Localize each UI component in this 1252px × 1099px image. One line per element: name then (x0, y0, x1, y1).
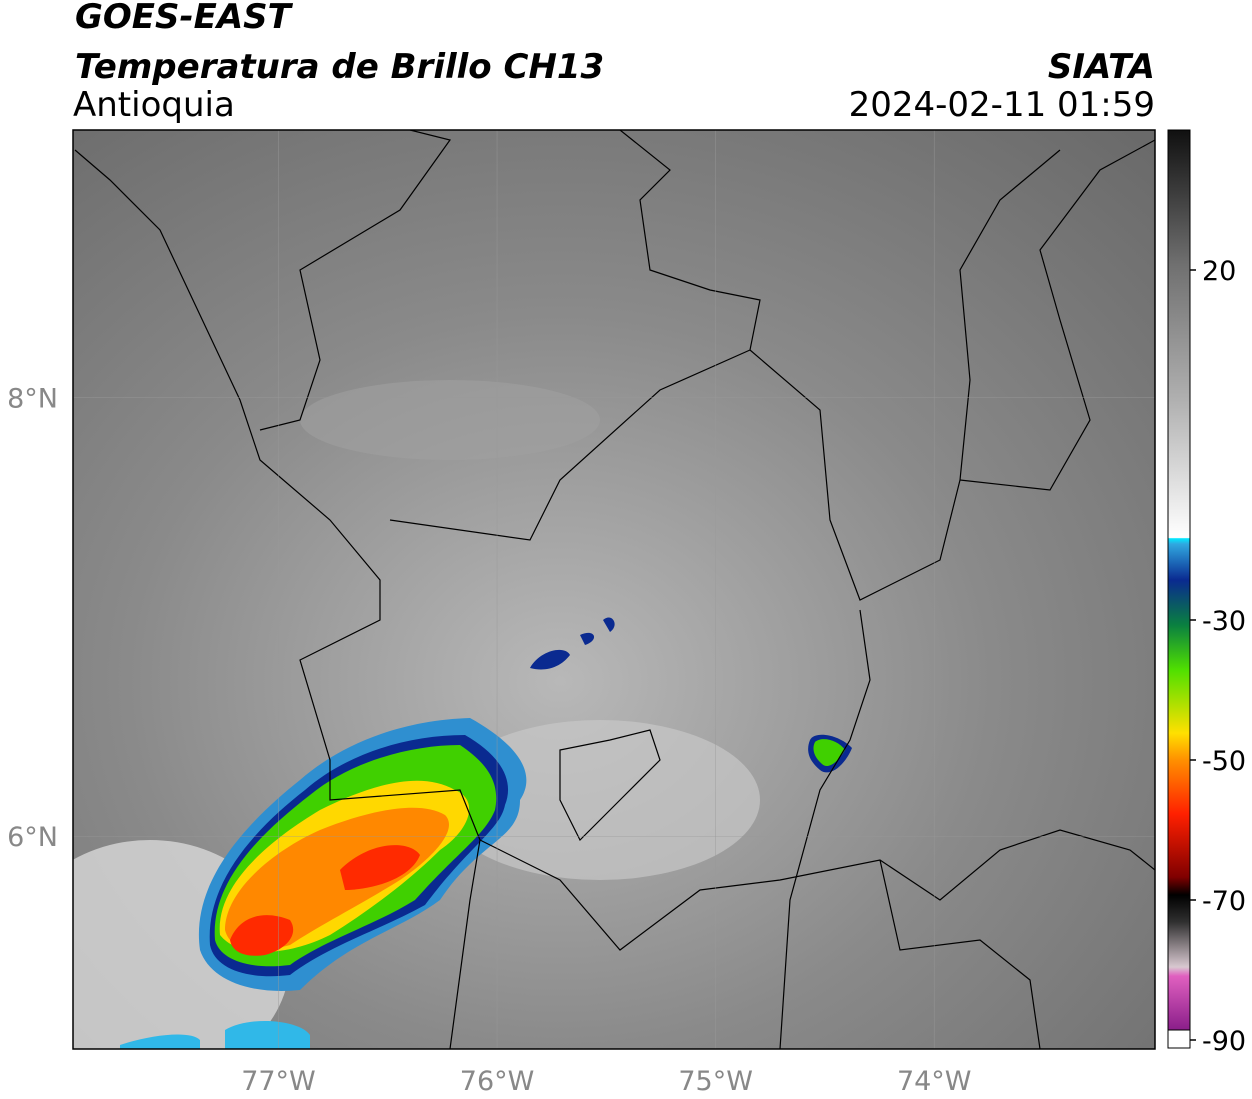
colorbar-tick-label: -90 (1202, 1026, 1246, 1057)
colorbar-tick-label: -30 (1202, 606, 1246, 637)
y-tick-label: 6°N (7, 822, 58, 853)
colorbar-tick-label: -50 (1202, 746, 1246, 777)
colorbar-extension (1167, 1029, 1191, 1049)
x-tick-label: 75°W (678, 1066, 753, 1097)
map-frame (72, 129, 1156, 1050)
x-tick-label: 76°W (460, 1066, 535, 1097)
x-tick-label: 77°W (241, 1066, 316, 1097)
region: Antioquia (73, 85, 235, 125)
x-tick-label: 74°W (897, 1066, 972, 1097)
colorbar-tick-label: 20 (1202, 256, 1236, 287)
colorbar-frame (1167, 129, 1191, 1049)
title: GOES-EAST (75, 0, 294, 37)
source: SIATA (1048, 47, 1155, 87)
colorbar-tick-label: -70 (1202, 886, 1246, 917)
colorbar (1168, 130, 1190, 1030)
subtitle: Temperatura de Brillo CH13 (75, 47, 604, 87)
y-tick-label: 8°N (7, 384, 58, 415)
datetime: 2024-02-11 01:59 (849, 85, 1155, 125)
map-image (73, 130, 1155, 1049)
